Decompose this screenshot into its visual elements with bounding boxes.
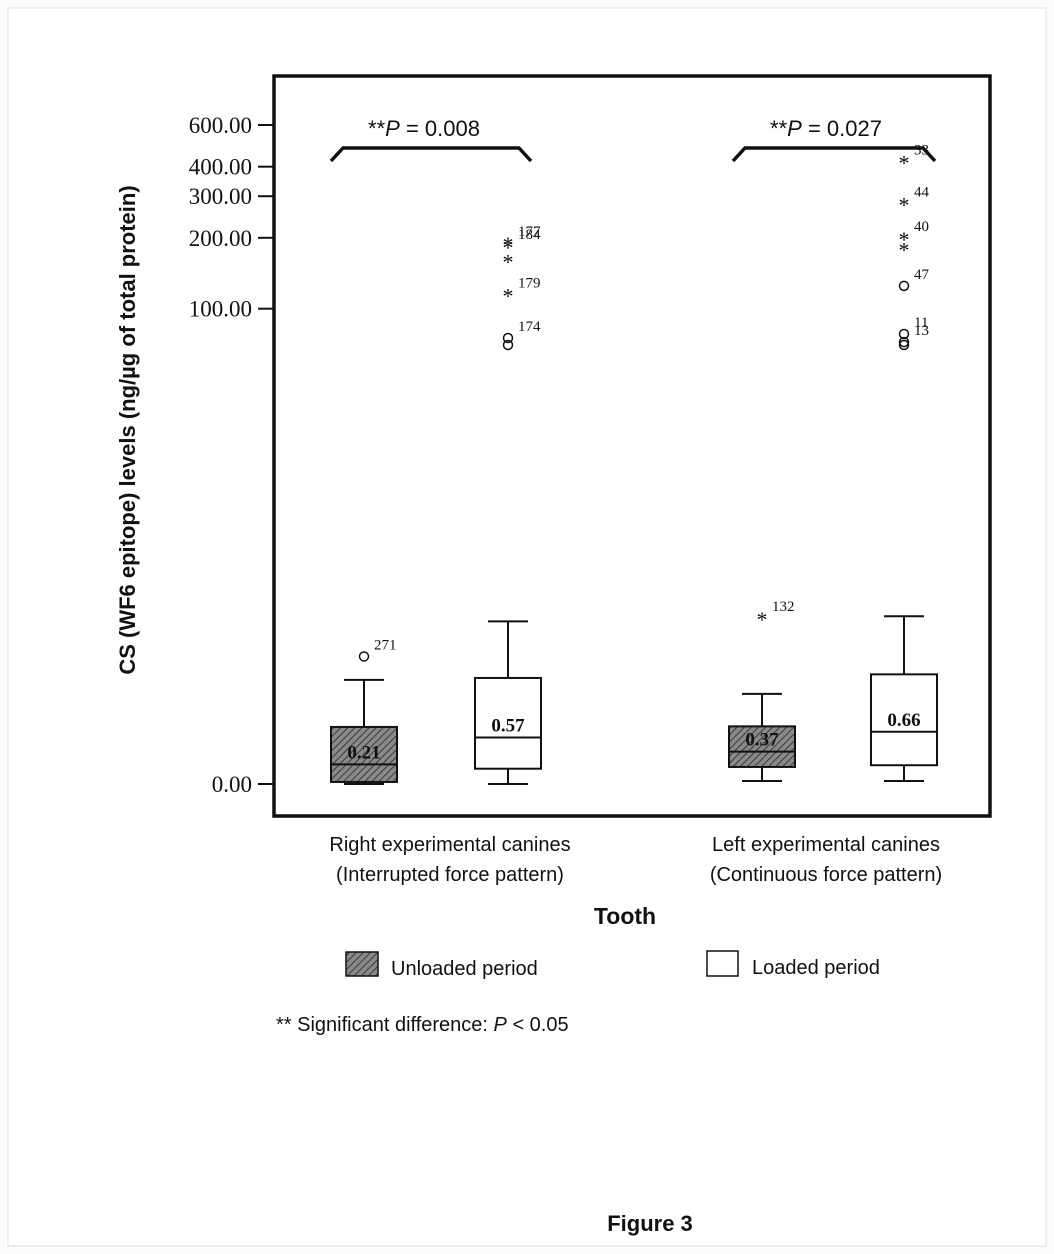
y-tick-label: 400.00: [189, 155, 252, 180]
y-axis-label: CS (WF6 epitope) levels (ng/µg of total …: [115, 185, 140, 674]
outlier-extreme: * 179: [503, 275, 541, 308]
outlier-case-label: 44: [914, 184, 930, 200]
y-tick-label: 300.00: [189, 184, 252, 209]
median-label: 0.57: [491, 716, 525, 737]
x-category-label-right-line2: (Interrupted force pattern): [336, 864, 564, 886]
outlier-extreme: *: [899, 238, 910, 263]
significance-brackets: **P = 0.008 **P = 0.027: [329, 116, 937, 163]
outlier-case-label: 184: [518, 227, 541, 243]
box-0: 0.21: [330, 678, 398, 785]
footnote-rest: < 0.05: [507, 1014, 569, 1036]
outlier-case-label: 132: [772, 599, 795, 615]
significance-stars: **: [368, 116, 386, 141]
legend: Unloaded period Loaded period: [345, 950, 880, 980]
significance-p: P: [385, 116, 400, 141]
outlier-asterisk: *: [503, 235, 514, 260]
x-axis-label: Tooth: [594, 903, 656, 929]
significance-bracket: [731, 146, 937, 163]
median-label: 0.66: [887, 710, 920, 731]
outlier-case-label: 47: [914, 267, 930, 283]
outlier-circle: [898, 280, 910, 292]
outlier-extreme: * 44: [899, 184, 930, 217]
legend-swatch-loaded: [706, 950, 739, 977]
y-tick-label: 100.00: [189, 297, 252, 322]
box-1: 0.57: [474, 620, 542, 785]
outlier-case-label: 271: [374, 637, 397, 653]
outlier-circle: [898, 339, 910, 351]
outlier-case-label: 177: [518, 224, 541, 240]
outlier: 271: [358, 637, 397, 662]
outlier-circle: [898, 336, 910, 348]
significance-label: **P = 0.027: [770, 116, 882, 141]
outlier-case-label: 11: [914, 315, 928, 331]
significance-value: = 0.027: [802, 116, 882, 141]
outlier-extreme: *: [503, 250, 514, 275]
outlier-asterisk: *: [503, 250, 514, 275]
outlier-case-label: 13: [914, 323, 929, 339]
outlier-circle: [358, 651, 370, 662]
box-3: 0.66: [870, 615, 938, 782]
outlier: [502, 339, 514, 351]
footnote-prefix: ** Significant difference:: [276, 1014, 494, 1036]
outlier: 174: [502, 319, 541, 344]
outlier-case-label: 179: [518, 275, 541, 291]
outlier-extreme: * 33: [899, 143, 930, 176]
outlier-asterisk: *: [503, 283, 514, 308]
legend-label-unloaded: Unloaded period: [391, 958, 538, 980]
legend-label-loaded: Loaded period: [752, 957, 880, 979]
y-tick-label: 200.00: [189, 226, 252, 251]
legend-swatch-unloaded: [345, 951, 379, 977]
footnote-p: P: [494, 1014, 508, 1036]
outlier-asterisk: *: [899, 227, 910, 252]
box-body: [728, 725, 796, 768]
significance-stars: **: [770, 116, 788, 141]
outlier-case-label: 40: [914, 219, 929, 235]
outlier-case-label: 33: [914, 143, 929, 159]
x-category-label-left-line1: Left experimental canines: [712, 834, 940, 856]
outlier-extreme: * 132: [757, 599, 795, 632]
outlier-circle: [898, 328, 910, 340]
outlier-asterisk: *: [503, 232, 514, 257]
box-body: [330, 725, 398, 783]
outlier-asterisk: *: [899, 151, 910, 176]
x-category-label-left-line2: (Continuous force pattern): [710, 864, 942, 886]
outlier-case-label: 174: [518, 319, 541, 335]
figure-caption: Figure 3: [607, 1211, 693, 1236]
outlier-extreme: * 184: [503, 227, 542, 260]
box-2: 0.37: [728, 692, 796, 782]
outlier: 47: [898, 267, 930, 292]
footnote: ** Significant difference: P < 0.05: [276, 1014, 569, 1036]
outlier-asterisk: *: [899, 192, 910, 217]
boxplots: 0.21 0.57 0.37 0.66: [330, 615, 938, 785]
outlier-extreme: * 177: [503, 224, 542, 257]
outlier: [898, 339, 910, 351]
plot-frame: [272, 74, 992, 818]
y-axis: 600.00 400.00 300.00 200.00 100.00 0.00: [189, 113, 274, 797]
box-body: [870, 673, 938, 767]
y-tick-label: 600.00: [189, 113, 252, 138]
outlier: 11: [898, 315, 928, 340]
outlier-circle: [502, 339, 514, 351]
median-label: 0.37: [745, 730, 779, 751]
outlier-extreme: * 40: [899, 219, 930, 252]
significance-bracket: [329, 146, 533, 163]
x-category-label-right-line1: Right experimental canines: [329, 834, 570, 856]
outlier-circle: [502, 332, 514, 344]
outlier-asterisk: *: [899, 238, 910, 263]
significance-p: P: [787, 116, 802, 141]
paper: [7, 7, 1047, 1247]
significance-value: = 0.008: [400, 116, 480, 141]
median-label: 0.21: [347, 742, 380, 763]
significance-label: **P = 0.008: [368, 116, 480, 141]
y-tick-label: 0.00: [212, 772, 252, 797]
box-body: [474, 676, 542, 770]
outlier: 13: [898, 323, 929, 348]
outlier-asterisk: *: [757, 607, 768, 632]
